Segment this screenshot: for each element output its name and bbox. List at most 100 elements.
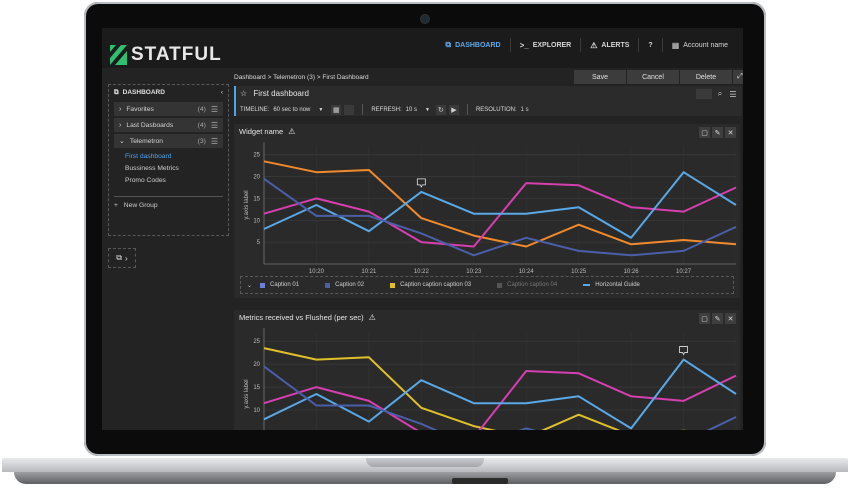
calendar-range-button[interactable] <box>344 104 355 115</box>
legend-item[interactable]: Caption 01 <box>260 282 299 288</box>
y-tick-label: 25 <box>253 153 260 159</box>
legend-swatch <box>390 282 396 288</box>
nav-explorer[interactable]: >_ EXPLORER <box>509 38 581 52</box>
line-chart: 5 10 15 20 25 10:20 10:21 10:22 10:23 10:24 10:25 1… <box>244 142 737 275</box>
chevron-down-icon[interactable]: ⌄ <box>247 282 253 289</box>
series-line <box>263 182 737 248</box>
sidebar-header: ⧉ DASHBOARD ‹ <box>109 85 228 100</box>
widget-panel: 5 10 15 20 25 10:20 10:21 10:22 10:23 10:24 10:25 1… <box>234 124 740 298</box>
divider <box>114 196 223 197</box>
y-tick-label: 20 <box>253 362 260 368</box>
refresh-icon[interactable]: ↻ <box>435 104 446 115</box>
edit-icon[interactable]: ✎ <box>712 127 723 138</box>
nav-account[interactable]: ▦ Account name <box>661 38 737 52</box>
laptop-base <box>0 456 850 486</box>
series-line <box>263 171 737 239</box>
sidebar-item-promo-codes[interactable]: Promo Codes <box>125 177 166 184</box>
laptop-foot <box>14 472 836 484</box>
dashboard-icon: ⧉ <box>114 88 119 96</box>
series-line <box>263 358 737 430</box>
comment-icon[interactable]: ▢ <box>699 127 710 138</box>
save-button[interactable]: Save <box>573 70 626 84</box>
series-line <box>263 370 737 430</box>
terminal-icon: >_ <box>519 40 529 50</box>
y-tick-label: 20 <box>253 175 260 181</box>
menu-icon[interactable]: ☰ <box>210 104 218 114</box>
nav-alerts[interactable]: ⚠ ALERTS <box>580 38 638 52</box>
expand-icon: ⤢ <box>737 73 743 80</box>
y-axis-label: y.axis label <box>244 379 250 408</box>
refresh-label: REFRESH: <box>371 106 402 113</box>
sidebar-group-label: Last Dasboards <box>126 121 174 129</box>
top-bar: STATFUL ⧉ DASHBOARD >_ EXPLORER ⚠ ALERTS… <box>102 28 743 68</box>
sidebar-item-first-dashboard[interactable]: First dashboard <box>125 153 172 160</box>
sidebar-group-favorites[interactable]: › Favorites (4) ☰ <box>114 102 223 116</box>
sidebar-group-last-dashboards[interactable]: › Last Dasboards (4) ☰ <box>114 118 223 132</box>
series-line <box>263 177 737 257</box>
close-icon[interactable]: ✕ <box>725 313 736 324</box>
sidebar-title: DASHBOARD <box>122 89 165 96</box>
new-group-button[interactable]: + New Group <box>109 197 228 214</box>
sidebar-item-business-metrics[interactable]: Bussiness Metrics <box>125 165 179 172</box>
help-label: ? <box>648 41 653 49</box>
nav-explorer-label: EXPLORER <box>532 41 572 49</box>
building-icon: ▦ <box>671 40 680 50</box>
sidebar: ⧉ DASHBOARD ‹ › Favorites (4) ☰ › Last D… <box>108 84 229 236</box>
legend-label: Horizontal Guide <box>595 282 640 288</box>
legend-label: Caption caption caption 03 <box>400 282 472 288</box>
dashboard-tools: ⌕ ☰ <box>696 89 738 99</box>
brand-name: STATFUL <box>131 44 222 65</box>
menu-icon[interactable]: ☰ <box>210 120 218 130</box>
nav-help[interactable]: ? <box>638 38 661 52</box>
x-tick-label: 10:21 <box>361 269 377 275</box>
refresh-select[interactable]: 10 s ▼ <box>406 107 430 113</box>
account-name: Account name <box>683 41 728 49</box>
legend-item[interactable]: Horizontal Guide <box>583 282 640 288</box>
close-icon[interactable]: ✕ <box>725 127 736 138</box>
y-tick-label: 15 <box>253 196 260 202</box>
legend-item[interactable]: Caption caption 04 <box>497 282 557 288</box>
breadcrumb[interactable]: Dashboard > Telemetron (3) > First Dashb… <box>234 74 369 81</box>
comment-icon[interactable]: ▢ <box>699 313 710 324</box>
series-line <box>263 365 737 430</box>
widget-title: Metrics received vs Flushed (per sec) ⚠ <box>239 313 376 322</box>
calendar-icon[interactable]: ▦ <box>331 104 342 115</box>
cancel-button[interactable]: Cancel <box>626 70 679 84</box>
laptop-foot-shadow <box>452 478 508 484</box>
chevron-right-icon: › <box>119 105 122 113</box>
dashboard-icon: ⧉ <box>445 40 452 49</box>
sidebar-group-telemetron[interactable]: ⌄ Telemetron (3) ☰ <box>114 134 223 148</box>
sidebar-group-label: Favorites <box>126 105 154 113</box>
refresh-value: 10 s <box>405 106 418 113</box>
widget-title-text: Metrics received vs Flushed (per sec) <box>239 313 364 322</box>
legend-item[interactable]: Caption caption caption 03 <box>390 282 471 288</box>
alert-triangle-icon: ⚠ <box>590 40 598 50</box>
chevron-left-icon[interactable]: ‹ <box>220 89 223 96</box>
sidebar-group-label: Telemetron <box>129 137 163 145</box>
legend-swatch <box>260 282 266 288</box>
dashboard-tool-slot[interactable] <box>696 89 712 99</box>
resolution-value: 1 s <box>520 106 529 113</box>
menu-icon[interactable]: ☰ <box>729 89 737 99</box>
series-line <box>263 347 688 430</box>
widget-panel: 510152025y.axis label Metrics received v… <box>234 310 740 430</box>
play-icon[interactable]: ▶ <box>448 104 459 115</box>
star-icon[interactable]: ☆ <box>240 89 248 98</box>
delete-button[interactable]: Delete <box>679 70 732 84</box>
brand-logo[interactable]: STATFUL <box>110 44 222 66</box>
menu-icon[interactable]: ☰ <box>210 136 218 146</box>
y-tick-label: 10 <box>253 218 260 224</box>
nav-dashboard-label: DASHBOARD <box>455 41 501 49</box>
annotation-icon <box>416 178 426 188</box>
expand-button[interactable]: ⤢ <box>732 70 743 84</box>
y-axis-label: y.axis label <box>244 190 250 219</box>
sidebar-expand-button[interactable]: ⧉ › <box>108 248 136 268</box>
nav-dashboard[interactable]: ⧉ DASHBOARD <box>436 38 509 52</box>
annotation-icon <box>679 346 688 356</box>
timeline-label: TIMELINE: <box>240 106 270 113</box>
timeline-select[interactable]: 60 sec to now ▼ <box>273 107 323 113</box>
edit-icon[interactable]: ✎ <box>712 313 723 324</box>
group-count: (4) <box>197 121 206 129</box>
legend-item[interactable]: Caption 02 <box>325 282 364 288</box>
search-icon[interactable]: ⌕ <box>717 89 723 98</box>
